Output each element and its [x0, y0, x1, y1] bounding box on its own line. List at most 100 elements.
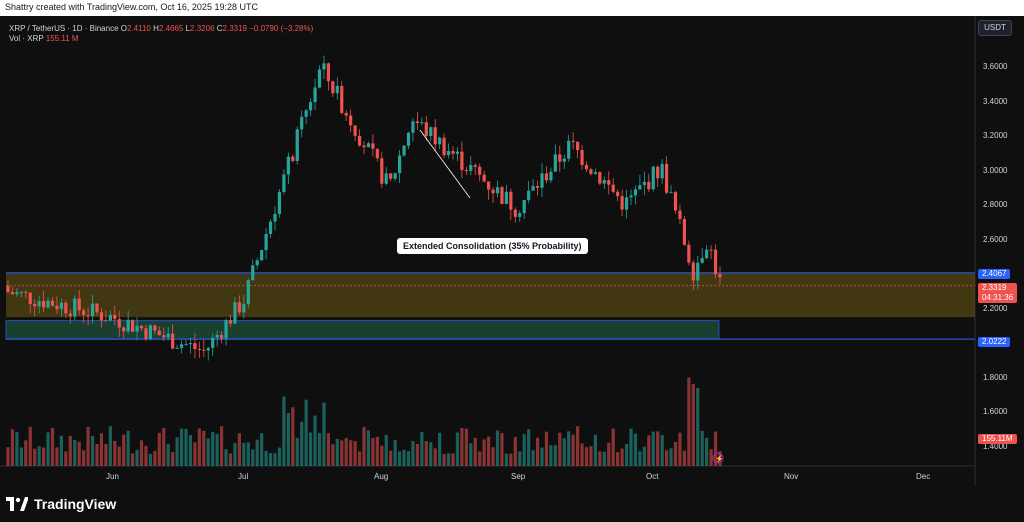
candle-body [113, 314, 117, 320]
time-tick: Sep [511, 472, 526, 481]
volume-bar [291, 407, 295, 466]
candle-body [700, 258, 704, 263]
volume-bar [90, 436, 95, 466]
candle-body [135, 325, 139, 332]
currency-button[interactable]: USDT [978, 20, 1012, 36]
volume-bar [304, 399, 308, 466]
volume-bar [691, 384, 695, 466]
candle-body [540, 173, 544, 188]
candle-body [531, 185, 535, 191]
candle-body [295, 129, 299, 161]
volume-bar [135, 449, 139, 466]
candle-body [264, 234, 268, 251]
candle-body [620, 196, 624, 210]
volume-bar [549, 445, 553, 466]
open-label: O [120, 24, 127, 33]
volume-bar [19, 447, 23, 466]
candle-body [567, 140, 571, 159]
volume-bar [179, 428, 184, 466]
candle-body [304, 110, 308, 117]
candle-body [660, 163, 664, 179]
price-chart[interactable]: ⚡ [0, 0, 1024, 486]
candle-body [277, 191, 282, 214]
tradingview-logo[interactable]: TradingView [6, 496, 116, 512]
candle-body [389, 173, 393, 179]
volume-bar [687, 377, 691, 466]
high-value: 2.4665 [158, 24, 184, 33]
candle-body [487, 181, 491, 190]
volume-bar [580, 443, 584, 466]
candle-body [242, 304, 246, 313]
volume-bar [504, 453, 508, 466]
candle-body [246, 280, 250, 305]
annotation-pointer [419, 129, 471, 199]
candle-body [651, 166, 655, 190]
candle-body [429, 127, 433, 137]
volume-bar [642, 446, 646, 466]
candle-body [544, 173, 549, 181]
high-label: H [153, 24, 159, 33]
volume-bar [495, 430, 500, 466]
tradingview-logo-icon [6, 497, 28, 511]
candle-body [331, 81, 335, 94]
volume-bar [193, 442, 197, 466]
candle-body [33, 303, 37, 307]
volume-bar [589, 446, 593, 466]
volume-label[interactable]: Vol · XRP [9, 34, 44, 43]
volume-bar [175, 437, 179, 466]
volume-bar [144, 445, 148, 466]
price-tick: 2.2000 [983, 303, 1008, 313]
candle-body [50, 300, 55, 306]
candle-body [464, 170, 468, 172]
lightning-icon: ⚡ [715, 454, 724, 463]
candle-body [411, 121, 415, 133]
candle-body [175, 347, 179, 349]
volume-bar [482, 439, 486, 466]
candle-body [629, 195, 633, 198]
close-label: C [216, 24, 223, 33]
alert-icon[interactable] [712, 452, 724, 464]
candle-body [357, 135, 362, 146]
candle-body [188, 343, 193, 345]
candle-body [558, 154, 562, 162]
volume-bar [593, 434, 597, 466]
volume-bar [607, 442, 611, 466]
candle-body [500, 187, 504, 205]
candle-body [495, 187, 500, 194]
candle-body [678, 210, 682, 220]
candle-body [326, 63, 330, 82]
candle-body [197, 348, 201, 350]
volume-bar [411, 441, 415, 466]
candle-body [233, 302, 237, 324]
time-tick: Nov [784, 472, 799, 481]
candle-body [362, 145, 366, 148]
candle-body [46, 300, 50, 308]
candle-body [179, 344, 184, 348]
volume-bar [46, 432, 50, 466]
candle-body [139, 325, 144, 329]
candle-body [157, 330, 161, 336]
chart-legend: XRP / TetherUS · 1D · Binance O2.4110 H2… [9, 24, 313, 44]
volume-bar [624, 444, 629, 466]
volume-bar [487, 436, 491, 466]
candle-body [469, 165, 473, 171]
volume-bar [500, 433, 504, 466]
price-tick: 3.4000 [983, 96, 1008, 106]
support-price-badge: 2.0222 [978, 337, 1011, 347]
candle-body [220, 334, 224, 339]
time-tick: Jun [106, 472, 119, 481]
price-tick: 2.8000 [983, 200, 1008, 209]
symbol-label[interactable]: XRP / TetherUS · 1D · Binance [9, 24, 119, 33]
candle-body [68, 313, 72, 317]
price-tick: 3.0000 [983, 165, 1008, 175]
annotation-label[interactable]: Extended Consolidation (35% Probability) [397, 238, 588, 254]
price-tick: 2.6000 [983, 234, 1008, 244]
candle-body [15, 292, 19, 295]
candle-body [153, 325, 157, 331]
volume-bar [349, 440, 353, 466]
candle-body [273, 213, 277, 222]
time-tick: Dec [916, 472, 931, 481]
candle-body [148, 325, 152, 339]
candle-body [598, 172, 602, 184]
candle-body [513, 209, 517, 217]
